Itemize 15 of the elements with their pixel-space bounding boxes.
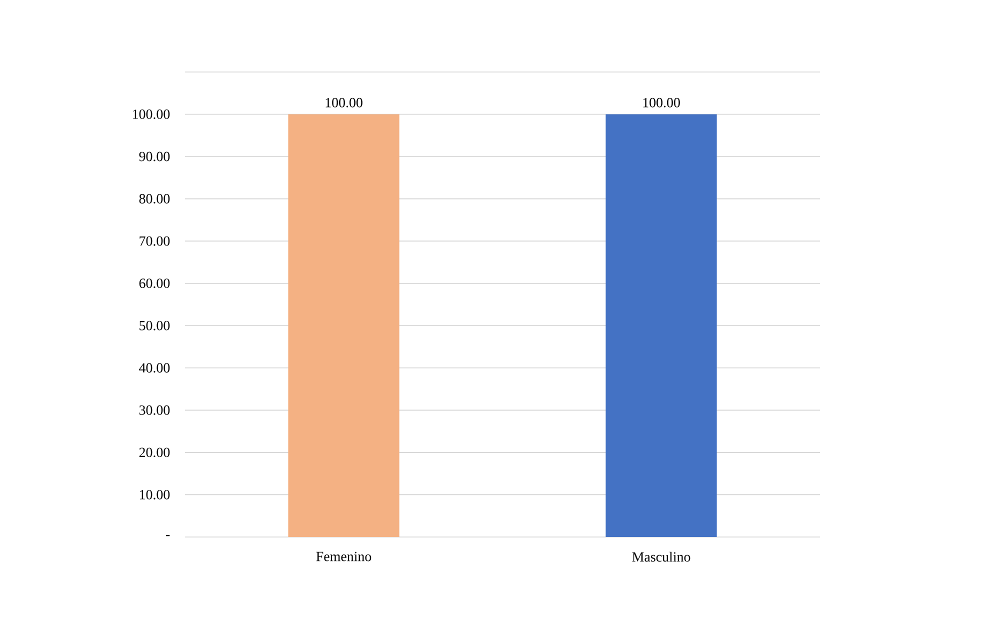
y-tick-label: 60.00 [139, 278, 170, 288]
x-tick-label: Masculino [632, 552, 690, 562]
y-tick-label: - [166, 535, 170, 536]
y-tick-label: 100.00 [133, 110, 170, 119]
data-label: 100.00 [326, 98, 362, 108]
y-tick-label: 20.00 [139, 448, 170, 458]
y-tick-label: 30.00 [139, 405, 170, 415]
y-tick-label: 50.00 [140, 320, 170, 330]
y-tick-label: 70.00 [140, 236, 170, 246]
data-label: 100.00 [643, 98, 680, 108]
y-tick-label: 40.00 [139, 363, 170, 373]
y-tick-label: 10.00 [140, 490, 170, 500]
x-tick-label: Femenino [316, 552, 372, 562]
y-tick-label: 90.00 [139, 152, 170, 162]
y-tick-label: 80.00 [139, 194, 170, 204]
